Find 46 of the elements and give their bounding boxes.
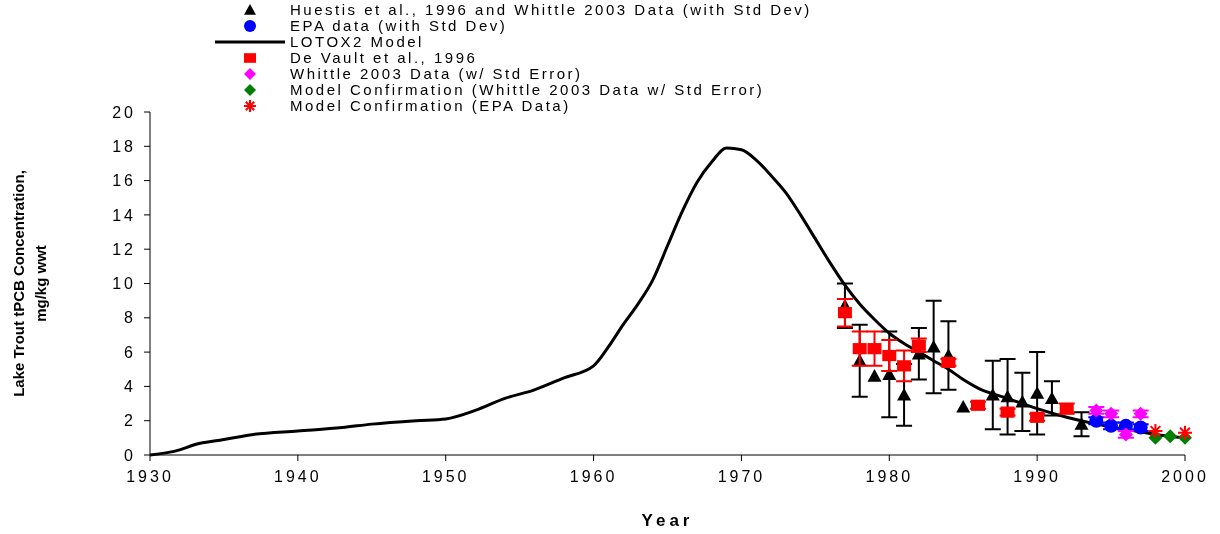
point	[1015, 394, 1030, 408]
y-tick-label: 10	[112, 275, 136, 293]
y-tick-label: 4	[124, 378, 136, 395]
x-tick-label: 1990	[1013, 468, 1061, 485]
x-tick-label: 1970	[717, 468, 766, 485]
x-tick-label: 2000	[1161, 468, 1209, 485]
legend-label: Whittle 2003 Data (w/ Std Error)	[290, 65, 583, 83]
y-tick-label: 18	[112, 137, 136, 155]
point	[867, 343, 882, 355]
y-tick-label: 20	[112, 103, 136, 121]
y-tick-label: 6	[124, 343, 136, 361]
x-tick-label: 1980	[865, 468, 914, 485]
legend-label: Model Confirmation (Whittle 2003 Data w/ Std Error)	[290, 81, 765, 99]
legend-label: EPA data (with Std Dev)	[290, 17, 508, 35]
point	[1044, 391, 1059, 405]
y-tick-label: 16	[112, 172, 136, 190]
x-tick-label: 1930	[126, 468, 174, 485]
y-axis-title: Lake Trout tPCB Concentration, mg/kg wwt	[10, 170, 49, 397]
point	[852, 343, 867, 355]
point	[882, 349, 897, 362]
point	[985, 387, 1000, 401]
y-tick-label: 2	[124, 412, 136, 430]
point	[897, 387, 912, 401]
point	[956, 399, 971, 413]
point	[1147, 422, 1164, 439]
legend-label: LOTOX2 Model	[290, 33, 424, 51]
point	[1030, 386, 1045, 399]
point	[867, 369, 882, 382]
point	[926, 339, 941, 353]
legend-label: Huestis et al., 1996 and Whittle 2003 Data (with Std Dev)	[290, 1, 812, 19]
legend-label: Model Confirmation (EPA Data)	[290, 97, 571, 115]
point	[1163, 429, 1178, 444]
x-tick-label: 1940	[274, 468, 322, 485]
x-axis-title: Year	[641, 511, 694, 530]
legend-label: De Vault et al., 1996	[290, 49, 478, 67]
y-tick-label: 0	[124, 446, 136, 464]
point	[897, 360, 912, 372]
y-tick-label: 8	[124, 309, 136, 327]
point	[1177, 424, 1193, 441]
point	[1074, 417, 1089, 430]
y-tick-label: 12	[112, 240, 136, 258]
x-tick-label: 1950	[421, 468, 470, 485]
point	[837, 307, 852, 319]
point	[1000, 389, 1015, 403]
x-tick-label: 1960	[569, 468, 618, 485]
y-tick-label: 14	[112, 206, 136, 224]
